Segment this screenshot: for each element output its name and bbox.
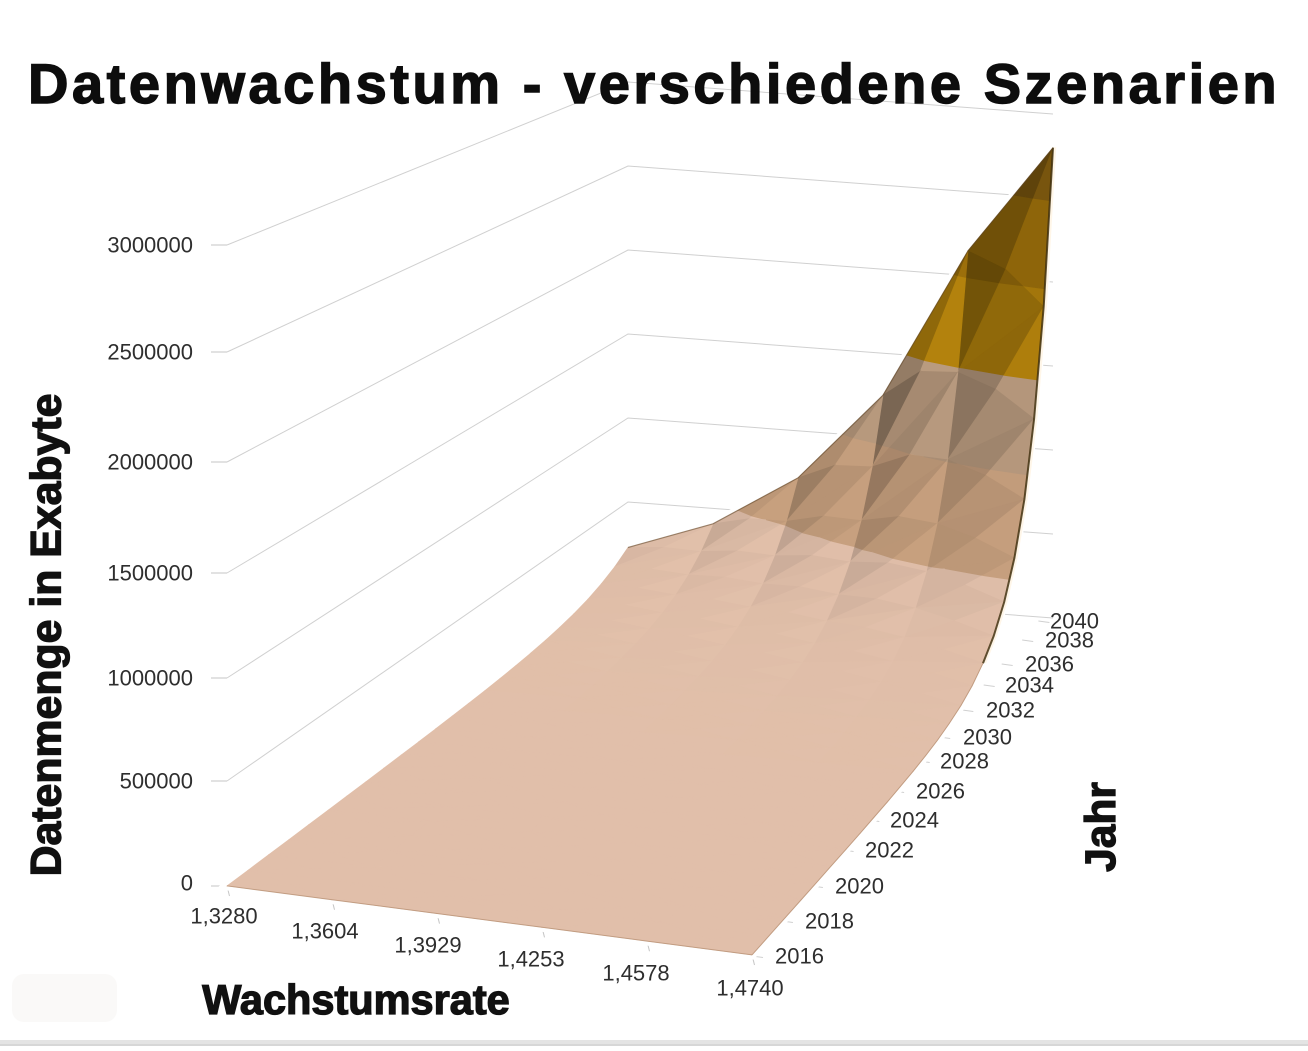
svg-text:2016: 2016 [775,944,824,969]
svg-text:2024: 2024 [890,808,939,833]
svg-text:2040: 2040 [1050,609,1099,634]
svg-text:1,4578: 1,4578 [602,961,669,986]
svg-text:1,4253: 1,4253 [497,947,564,972]
svg-text:2036: 2036 [1025,652,1074,677]
svg-text:0: 0 [181,871,193,896]
svg-text:2018: 2018 [805,909,854,934]
svg-text:1500000: 1500000 [107,561,193,586]
svg-text:2034: 2034 [1005,673,1054,698]
svg-text:1000000: 1000000 [107,666,193,691]
svg-text:2000000: 2000000 [107,450,193,475]
svg-text:2026: 2026 [916,779,965,804]
svg-text:2500000: 2500000 [107,340,193,365]
svg-text:500000: 500000 [120,769,193,794]
svg-text:1,3280: 1,3280 [190,904,257,929]
svg-text:2028: 2028 [940,749,989,774]
svg-text:1,3929: 1,3929 [394,933,461,958]
svg-text:2030: 2030 [963,725,1012,750]
svg-text:3000000: 3000000 [107,233,193,258]
svg-text:1,3604: 1,3604 [291,919,358,944]
svg-text:2022: 2022 [865,838,914,863]
svg-text:2032: 2032 [986,698,1035,723]
svg-text:2038: 2038 [1045,628,1094,653]
svg-text:2020: 2020 [835,874,884,899]
svg-text:1,4740: 1,4740 [716,976,783,1001]
